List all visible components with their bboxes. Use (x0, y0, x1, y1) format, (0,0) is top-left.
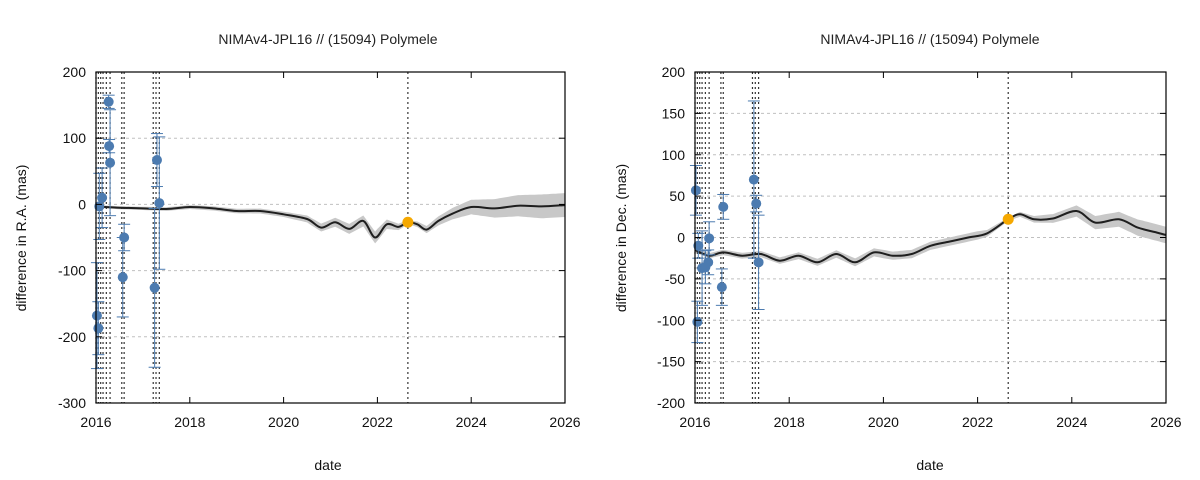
y-tick-label: -100 (58, 263, 86, 279)
observation-point (91, 310, 102, 321)
observation-point (104, 141, 115, 152)
observation-point (97, 192, 108, 203)
chart-title: NIMAv4-JPL16 // (15094) Polymele (218, 31, 437, 47)
model-line (95, 204, 566, 239)
observation-point (94, 201, 105, 212)
reference-epoch-point (402, 216, 414, 228)
observation-point (692, 316, 703, 327)
y-tick-label: -300 (58, 395, 86, 411)
y-tick-label: -200 (58, 329, 86, 345)
observation-point (751, 198, 762, 209)
y-tick-label: 200 (63, 64, 87, 80)
y-tick-label: -150 (657, 354, 685, 370)
dec-difference-chart: NIMAv4-JPL16 // (15094) Polymele date di… (613, 31, 1182, 473)
y-tick-label: 100 (63, 130, 87, 146)
plot-area (689, 72, 1167, 403)
y-tick-label: -200 (657, 395, 685, 411)
observation-point (716, 282, 727, 293)
observation-point (103, 96, 114, 107)
y-tick-label: -100 (657, 312, 685, 328)
reference-epoch-point (1002, 213, 1014, 225)
x-tick-label: 2024 (1056, 414, 1087, 430)
x-tick-label: 2026 (1150, 414, 1181, 430)
model-line (694, 209, 1167, 264)
y-tick-label: 150 (662, 105, 686, 121)
x-axis-label: date (314, 457, 341, 473)
y-axis-label: difference in R.A. (mas) (13, 165, 29, 312)
x-tick-label: 2020 (868, 414, 899, 430)
chart-title: NIMAv4-JPL16 // (15094) Polymele (820, 31, 1039, 47)
x-tick-label: 2020 (268, 414, 299, 430)
observation-point (93, 323, 104, 334)
y-tick-label: 0 (78, 196, 86, 212)
y-tick-label: 100 (662, 147, 686, 163)
uncertainty-band (96, 193, 565, 244)
y-tick-label: -50 (665, 271, 685, 287)
observation-point (119, 232, 130, 243)
y-tick-label: 50 (669, 188, 685, 204)
observation-point (753, 257, 764, 268)
x-axis-label: date (916, 457, 943, 473)
plot-area (90, 72, 566, 403)
observation-point (718, 201, 729, 212)
plot-frame (95, 71, 566, 404)
x-tick-label: 2016 (679, 414, 710, 430)
y-axis-label: difference in Dec. (mas) (613, 164, 629, 312)
observation-point (154, 198, 165, 209)
y-tick-label: 0 (677, 230, 685, 246)
x-tick-label: 2024 (456, 414, 487, 430)
ra-difference-chart: NIMAv4-JPL16 // (15094) Polymele date di… (13, 31, 581, 473)
y-tick-label: 200 (662, 64, 686, 80)
observation-point (748, 174, 759, 185)
observation-point (105, 157, 116, 168)
uncertainty-band (695, 205, 1166, 267)
observation-point (690, 185, 701, 196)
observation-point (149, 282, 160, 293)
x-tick-label: 2022 (362, 414, 393, 430)
x-tick-label: 2026 (549, 414, 580, 430)
observation-point (151, 155, 162, 166)
observation-point (117, 272, 128, 283)
observation-point (693, 240, 704, 251)
x-tick-label: 2018 (174, 414, 205, 430)
x-tick-label: 2018 (774, 414, 805, 430)
x-tick-label: 2016 (80, 414, 111, 430)
x-tick-label: 2022 (962, 414, 993, 430)
observation-point (704, 233, 715, 244)
observation-point (703, 257, 714, 268)
